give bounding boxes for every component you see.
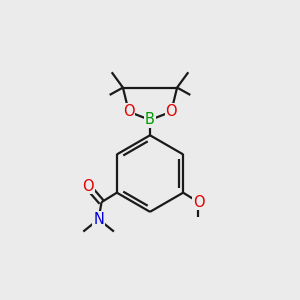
Text: N: N [93, 212, 104, 227]
Text: O: O [193, 195, 204, 210]
Text: B: B [145, 112, 155, 128]
Text: O: O [165, 104, 177, 119]
Text: O: O [123, 104, 135, 119]
Text: O: O [82, 179, 94, 194]
